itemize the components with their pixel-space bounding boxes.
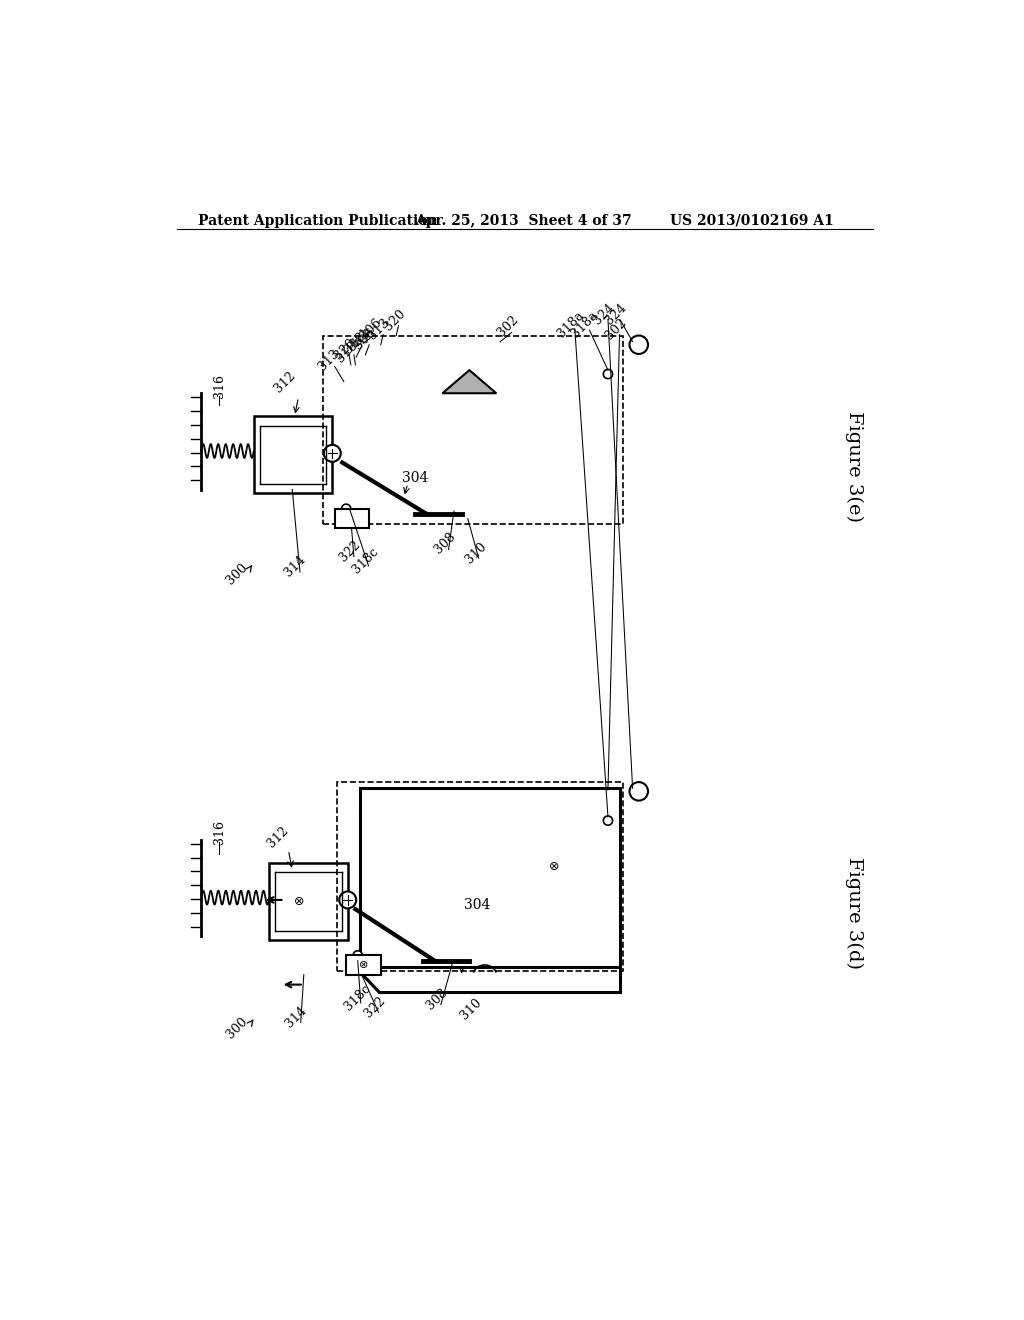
Text: 322: 322	[362, 994, 388, 1020]
Text: 304: 304	[402, 471, 429, 484]
Text: 318c: 318c	[342, 982, 374, 1014]
Text: 320: 320	[382, 308, 408, 333]
Text: 310: 310	[458, 997, 484, 1022]
Polygon shape	[435, 817, 488, 840]
Polygon shape	[360, 813, 620, 991]
Text: 318b: 318b	[334, 334, 366, 366]
Bar	[254, 416, 333, 494]
Bar	[323, 335, 624, 524]
Text: 302: 302	[602, 317, 629, 342]
Text: 318c: 318c	[350, 545, 381, 576]
Circle shape	[603, 370, 612, 379]
Circle shape	[630, 781, 648, 800]
Text: 316: 316	[213, 820, 225, 845]
Circle shape	[630, 335, 648, 354]
Circle shape	[324, 445, 341, 462]
Bar	[346, 956, 381, 974]
Text: 306: 306	[352, 326, 379, 352]
Text: 302: 302	[495, 313, 521, 339]
Text: 324: 324	[602, 301, 629, 327]
Text: 316: 316	[213, 374, 225, 397]
Text: Figure 3(d): Figure 3(d)	[845, 857, 863, 969]
Text: US 2013/0102169 A1: US 2013/0102169 A1	[670, 214, 834, 228]
Text: 306: 306	[357, 317, 384, 342]
Text: 308: 308	[424, 986, 451, 1012]
Text: Patent Application Publication: Patent Application Publication	[199, 214, 438, 228]
Text: 304: 304	[464, 899, 490, 912]
Text: 318b: 318b	[342, 325, 374, 356]
Text: 300: 300	[223, 561, 250, 587]
Text: ⊗: ⊗	[358, 960, 369, 970]
Text: 300: 300	[223, 1015, 250, 1041]
Text: 322: 322	[337, 539, 362, 564]
Text: ⊗: ⊗	[549, 861, 559, 874]
Text: 312: 312	[271, 368, 298, 395]
Text: 324: 324	[591, 301, 617, 327]
Text: ⊗: ⊗	[294, 895, 304, 908]
Text: 314: 314	[283, 1005, 309, 1030]
Text: Figure 3(e): Figure 3(e)	[845, 411, 863, 521]
Bar	[337, 781, 624, 970]
Polygon shape	[442, 370, 497, 393]
Circle shape	[342, 504, 351, 513]
Bar	[360, 788, 620, 966]
Text: 308: 308	[432, 531, 458, 557]
Text: 310: 310	[463, 540, 488, 566]
Circle shape	[339, 891, 356, 908]
Text: 320: 320	[332, 337, 357, 363]
Text: 313: 313	[367, 317, 392, 342]
Circle shape	[353, 950, 362, 960]
Text: 314: 314	[282, 553, 307, 579]
Text: Apr. 25, 2013  Sheet 4 of 37: Apr. 25, 2013 Sheet 4 of 37	[416, 214, 632, 228]
Bar	[269, 863, 348, 940]
Text: 313: 313	[316, 347, 342, 374]
Circle shape	[603, 816, 612, 825]
Text: 318a: 318a	[555, 308, 587, 339]
Text: 318a: 318a	[569, 308, 601, 339]
Bar	[335, 508, 370, 528]
Text: 312: 312	[265, 825, 292, 850]
